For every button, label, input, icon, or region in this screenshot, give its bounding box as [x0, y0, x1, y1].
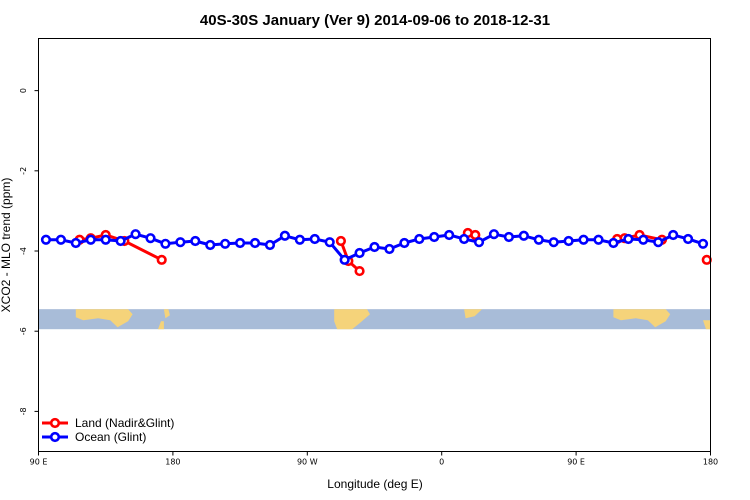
land-point: [335, 235, 347, 247]
legend-marker-land: [49, 417, 61, 429]
x-axis-label: Longitude (deg E): [327, 477, 422, 491]
ocean-point: [279, 230, 291, 241]
ocean-point: [40, 234, 52, 245]
x-tick-label: 90 W: [297, 458, 318, 467]
series-layer: [40, 227, 712, 277]
ocean-point: [235, 237, 246, 249]
map-land-shape: [703, 320, 711, 330]
ocean-point: [190, 235, 201, 247]
legend-label-land: Land (Nadir&Glint): [75, 416, 174, 430]
ocean-point: [503, 231, 515, 243]
ocean-point: [175, 237, 186, 248]
ocean-point: [294, 234, 305, 245]
x-tick-label: 90 E: [30, 458, 48, 467]
plot-frame: [38, 38, 711, 452]
ocean-point: [593, 234, 604, 245]
y-tick-label: -8: [19, 407, 28, 415]
legend-item-ocean: Ocean (Glint): [42, 430, 146, 444]
ocean-point: [249, 237, 261, 249]
legend: Land (Nadir&Glint) Ocean (Glint): [42, 416, 174, 444]
map-land-shape: [75, 309, 133, 328]
ocean-point: [85, 234, 96, 245]
ocean-point: [399, 237, 410, 249]
ocean-point: [578, 234, 589, 245]
ocean-point: [354, 247, 365, 259]
ocean-point: [130, 229, 141, 240]
ocean-point: [533, 234, 544, 245]
ocean-point: [697, 238, 709, 249]
ocean-point: [100, 234, 111, 245]
ocean-point: [444, 229, 455, 241]
map-land-shape: [613, 309, 671, 328]
ocean-point: [339, 254, 350, 265]
ocean-point: [55, 234, 67, 245]
map-land-shape: [334, 309, 370, 330]
ocean-point: [623, 233, 634, 245]
ocean-point: [459, 233, 470, 245]
x-tick-label: 180: [165, 458, 180, 467]
ocean-point: [548, 237, 559, 248]
map-land-shape: [158, 321, 164, 330]
ocean-point: [324, 237, 335, 248]
land-point: [156, 254, 167, 265]
ocean-point: [488, 229, 500, 240]
y-tick-label: -2: [19, 167, 28, 175]
ocean-point: [115, 235, 126, 247]
y-tick-label: -6: [19, 327, 28, 335]
map-ocean: [38, 309, 711, 330]
ocean-point: [145, 233, 156, 244]
legend-marker-ocean: [49, 431, 61, 443]
ocean-point: [384, 243, 395, 255]
ocean-point: [414, 233, 425, 245]
ocean-point: [682, 233, 694, 245]
ocean-point: [638, 234, 649, 245]
ocean-point: [264, 239, 276, 251]
ocean-point: [369, 241, 380, 253]
land-point: [701, 254, 712, 265]
ocean-point: [429, 231, 440, 243]
axis-ticks: 90 E 180 90 W 0 90 E 180 0 -2 -4 -6 -8: [19, 88, 718, 466]
map-land-shape: [163, 309, 170, 319]
legend-item-land: Land (Nadir&Glint): [42, 416, 174, 430]
ocean-point: [653, 237, 664, 248]
x-tick-label: 90 E: [567, 458, 585, 467]
ocean-point: [205, 239, 216, 251]
y-tick-label: 0: [19, 88, 28, 93]
ocean-point: [309, 233, 320, 245]
chart-title: 40S-30S January (Ver 9) 2014-09-06 to 20…: [200, 12, 550, 29]
legend-label-ocean: Ocean (Glint): [75, 430, 146, 444]
ocean-point: [160, 238, 171, 249]
ocean-point: [668, 229, 679, 241]
map-strip: [38, 309, 711, 330]
map-land-shape: [464, 309, 482, 319]
ocean-point: [70, 237, 81, 249]
x-tick-label: 180: [703, 458, 718, 467]
ocean-point: [563, 235, 574, 247]
x-tick-label: 0: [439, 458, 444, 467]
ocean-point: [608, 237, 619, 249]
land-point: [354, 265, 365, 277]
ocean-point: [220, 238, 231, 249]
ocean-point: [473, 237, 485, 248]
y-axis-label: XCO2 - MLO trend (ppm): [0, 178, 13, 313]
ocean-point: [518, 230, 529, 241]
y-tick-label: -4: [19, 247, 28, 255]
